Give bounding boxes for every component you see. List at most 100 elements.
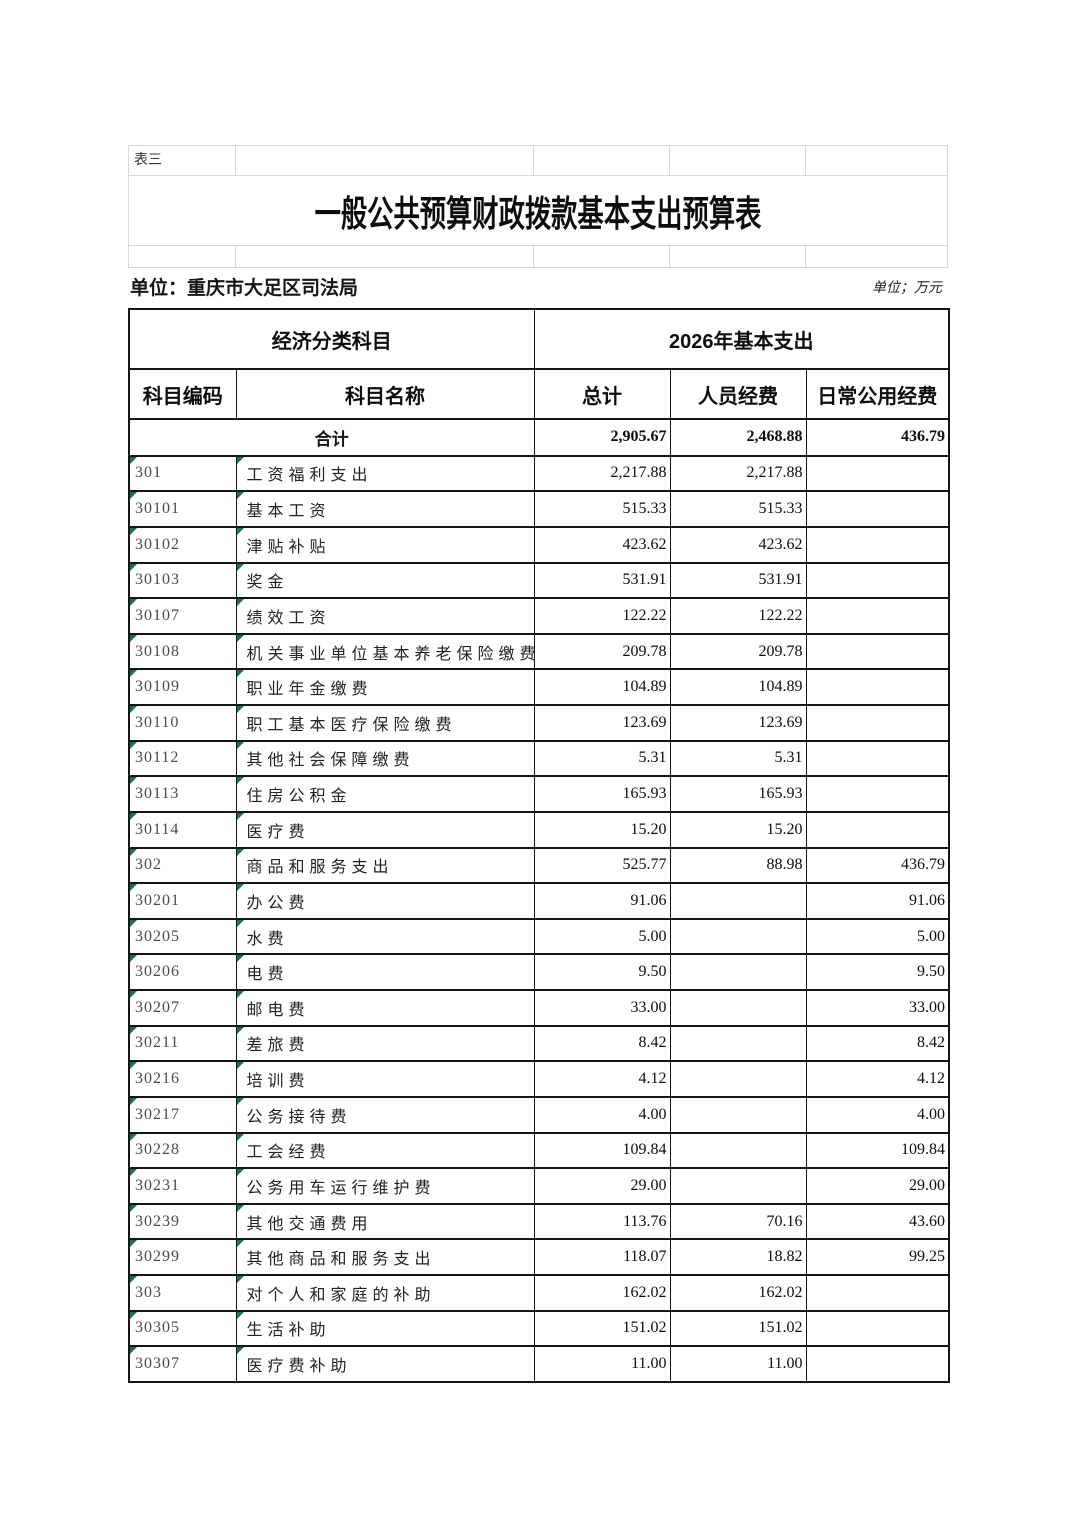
subject-code-cell: 30307 xyxy=(128,1345,237,1383)
subject-code-cell: 30211 xyxy=(128,1024,237,1063)
subject-code: 30110 xyxy=(135,713,180,731)
subject-code: 30109 xyxy=(135,678,180,696)
text-format-marker-icon xyxy=(237,742,244,749)
subject-name-cell: 其他交通费用 xyxy=(235,1202,535,1241)
text-format-marker-icon xyxy=(237,1241,244,1248)
text-format-marker-icon xyxy=(237,528,244,535)
subject-code-cell: 303 xyxy=(128,1274,237,1312)
subject-name: 其他交通费用 xyxy=(246,1215,373,1233)
text-format-marker-icon xyxy=(130,564,137,571)
personnel-value xyxy=(669,953,807,992)
subject-code-cell: 30231 xyxy=(128,1167,237,1205)
total-value: 29.00 xyxy=(533,1167,671,1205)
grid-cell xyxy=(806,146,947,175)
daily-value: 29.00 xyxy=(805,1167,950,1205)
col-header-subject-code: 科目编码 xyxy=(128,368,237,420)
table-row: 30211 差旅费 8.42 8.42 xyxy=(128,1024,950,1063)
text-format-marker-icon xyxy=(237,1098,244,1105)
table-row: 30109 职业年金缴费 104.89 104.89 xyxy=(128,668,950,707)
text-format-marker-icon xyxy=(130,457,137,464)
text-format-marker-icon xyxy=(130,635,137,642)
table-row: 30113 住房公积金 165.93 165.93 xyxy=(128,775,950,813)
total-value: 5.31 xyxy=(533,739,671,778)
total-value: 9.50 xyxy=(533,953,671,992)
grand-total-row: 合计 2,905.67 2,468.88 436.79 xyxy=(128,418,950,457)
subject-name-cell: 医疗费 xyxy=(235,810,535,849)
text-format-marker-icon xyxy=(237,849,244,856)
subject-name-cell: 职工基本医疗保险缴费 xyxy=(235,704,535,742)
col-header-subject-name: 科目名称 xyxy=(235,368,535,420)
text-format-marker-icon xyxy=(237,1134,244,1141)
table-row: 303 对个人和家庭的补助 162.02 162.02 xyxy=(128,1274,950,1312)
grand-total-personnel-value: 2,468.88 xyxy=(669,418,807,457)
total-value: 525.77 xyxy=(533,846,671,885)
daily-value xyxy=(805,561,950,600)
subject-code-cell: 30113 xyxy=(128,775,237,813)
text-format-marker-icon xyxy=(237,564,244,571)
subject-name: 医疗费补助 xyxy=(246,1358,352,1376)
total-value: 5.00 xyxy=(533,917,671,956)
spreadsheet-sheet: 表三 一般公共预算财政拨款基本支出预算表 单位：重庆市大足区司法局 单位；万元 … xyxy=(128,145,951,1383)
subject-name: 其他社会保障缴费 xyxy=(246,752,415,770)
daily-value xyxy=(805,490,950,528)
subject-name-cell: 对个人和家庭的补助 xyxy=(235,1274,535,1312)
text-format-marker-icon xyxy=(130,1027,137,1034)
daily-value: 4.00 xyxy=(805,1095,950,1134)
grand-total-value: 2,905.67 xyxy=(533,418,671,457)
text-format-marker-icon xyxy=(237,778,244,785)
personnel-value: 2,217.88 xyxy=(669,454,807,493)
personnel-value xyxy=(669,1060,807,1098)
text-format-marker-icon xyxy=(237,956,244,963)
table-row: 30217 公务接待费 4.00 4.00 xyxy=(128,1095,950,1134)
daily-value xyxy=(805,1274,950,1312)
subject-name: 邮电费 xyxy=(246,1001,310,1019)
subject-name: 对个人和家庭的补助 xyxy=(246,1286,436,1304)
subject-name-cell: 其他社会保障缴费 xyxy=(235,739,535,778)
text-format-marker-icon xyxy=(237,1027,244,1034)
table-row: 30103 奖金 531.91 531.91 xyxy=(128,561,950,600)
subject-code-cell: 301 xyxy=(128,454,237,493)
subject-name: 商品和服务支出 xyxy=(246,859,394,877)
subject-code-cell: 30239 xyxy=(128,1202,237,1241)
text-format-marker-icon xyxy=(130,1134,137,1141)
table-row: 30110 职工基本医疗保险缴费 123.69 123.69 xyxy=(128,704,950,742)
subject-name: 医疗费 xyxy=(246,823,310,841)
table-row: 30206 电费 9.50 9.50 xyxy=(128,953,950,992)
text-format-marker-icon xyxy=(130,1276,137,1284)
total-value: 33.00 xyxy=(533,989,671,1027)
total-value: 4.00 xyxy=(533,1095,671,1134)
total-value: 151.02 xyxy=(533,1309,671,1348)
subject-code: 30231 xyxy=(135,1176,180,1194)
personnel-value xyxy=(669,989,807,1027)
subject-code-cell: 30206 xyxy=(128,953,237,992)
table-row: 30102 津贴补贴 423.62 423.62 xyxy=(128,525,950,564)
subject-name-cell: 办公费 xyxy=(235,882,535,920)
text-format-marker-icon xyxy=(130,956,137,963)
table-row: 30239 其他交通费用 113.76 70.16 43.60 xyxy=(128,1202,950,1241)
text-format-marker-icon xyxy=(130,1170,137,1177)
subject-code-cell: 30299 xyxy=(128,1238,237,1277)
table-row: 30216 培训费 4.12 4.12 xyxy=(128,1060,950,1098)
subject-name: 电费 xyxy=(246,966,289,984)
text-format-marker-icon xyxy=(237,920,244,927)
daily-value: 33.00 xyxy=(805,989,950,1027)
subject-code-cell: 30205 xyxy=(128,917,237,956)
daily-value xyxy=(805,1309,950,1348)
text-format-marker-icon xyxy=(130,1312,137,1319)
total-value: 15.20 xyxy=(533,810,671,849)
text-format-marker-icon xyxy=(237,1063,244,1070)
subject-code: 301 xyxy=(135,464,162,482)
text-format-marker-icon xyxy=(130,671,137,678)
subject-name-cell: 其他商品和服务支出 xyxy=(235,1238,535,1277)
table-row: 30305 生活补助 151.02 151.02 xyxy=(128,1309,950,1348)
total-value: 109.84 xyxy=(533,1131,671,1170)
subject-code: 30206 xyxy=(135,963,180,981)
column-header-row: 科目编码 科目名称 总计 人员经费 日常公用经费 xyxy=(128,368,950,420)
personnel-value: 18.82 xyxy=(669,1238,807,1277)
subject-name: 差旅费 xyxy=(246,1037,310,1055)
text-format-marker-icon xyxy=(237,1205,244,1212)
subject-name: 工资福利支出 xyxy=(246,467,373,485)
text-format-marker-icon xyxy=(130,706,137,714)
table-row: 30112 其他社会保障缴费 5.31 5.31 xyxy=(128,739,950,778)
subject-code: 30217 xyxy=(135,1105,180,1123)
